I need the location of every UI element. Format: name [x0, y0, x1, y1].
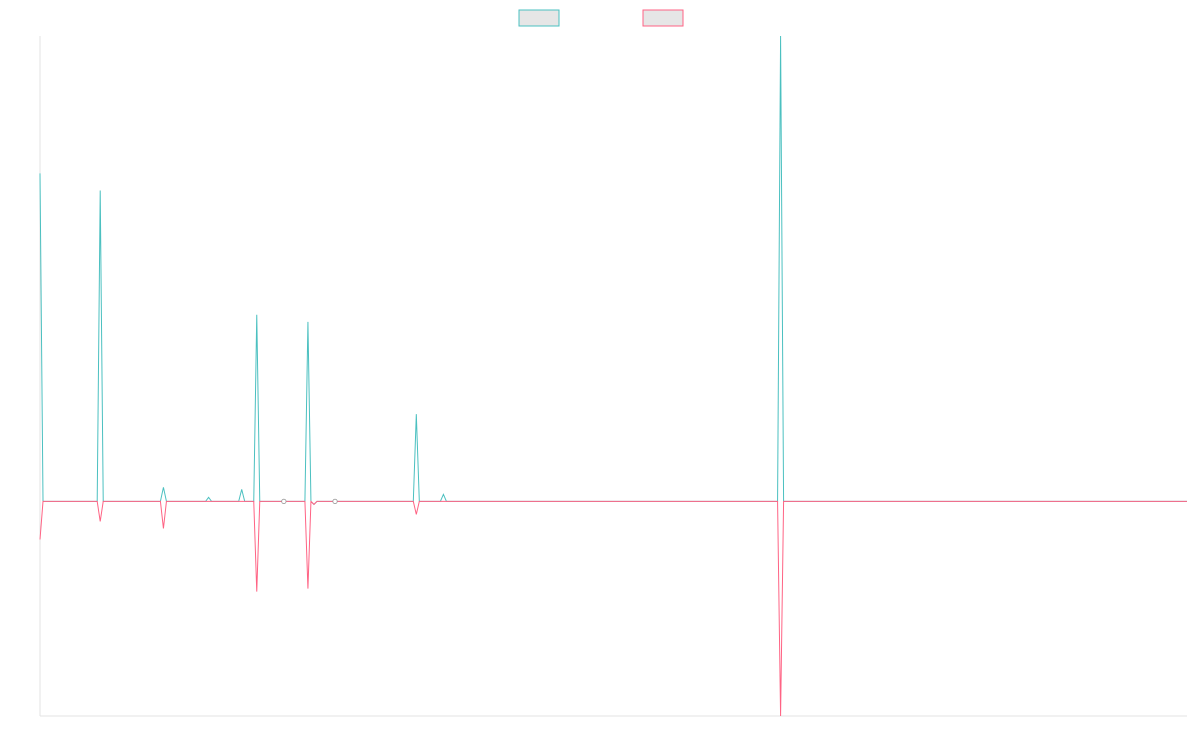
legend: [518, 9, 684, 27]
data-point-2: [332, 498, 338, 504]
data-point-1: [281, 498, 287, 504]
series-line-1: [39, 35, 1187, 506]
series-line-2: [39, 500, 1187, 717]
legend-swatch-2: [642, 9, 684, 27]
axes: [39, 36, 1187, 717]
legend-swatch-1: [518, 9, 560, 27]
series-layer: [39, 35, 1187, 717]
